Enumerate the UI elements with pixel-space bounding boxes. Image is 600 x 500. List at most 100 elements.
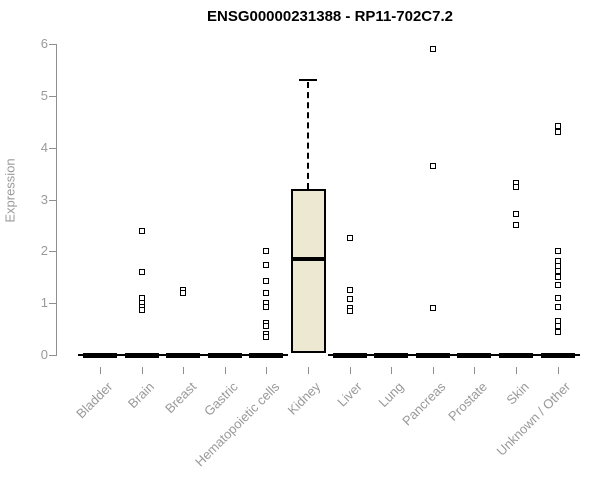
outlier-point xyxy=(180,290,187,297)
boxplot-upper-whisker xyxy=(307,82,309,190)
outlier-point xyxy=(263,289,270,296)
x-axis-tick-label: Lung xyxy=(375,379,407,411)
x-axis-tick xyxy=(266,367,268,374)
collapsed-box-dash xyxy=(457,353,492,358)
x-axis-tick-label: Pancreas xyxy=(398,379,449,429)
boxplot-box xyxy=(290,189,326,354)
x-axis-tick xyxy=(516,367,517,374)
outlier-point xyxy=(554,294,561,301)
y-axis-tick-label: 6 xyxy=(40,36,48,52)
x-axis-tick-label: Brain xyxy=(125,379,158,412)
collapsed-whisker-cap-right xyxy=(574,354,580,356)
outlier-point xyxy=(554,317,561,324)
x-axis-tick-label: Kidney xyxy=(284,379,324,418)
outlier-point xyxy=(346,308,353,315)
collapsed-box-dash xyxy=(207,353,242,358)
collapsed-box-dash xyxy=(249,353,284,358)
outlier-point xyxy=(554,122,561,129)
outlier-point xyxy=(429,46,436,53)
outlier-point xyxy=(554,303,561,310)
collapsed-whisker-cap-left xyxy=(244,354,250,356)
collapsed-whisker-cap-left xyxy=(161,354,167,356)
collapsed-box-dash xyxy=(83,353,117,358)
y-axis-line xyxy=(56,44,57,356)
outlier-point xyxy=(429,305,436,312)
collapsed-whisker-cap-right xyxy=(533,354,538,356)
outlier-point xyxy=(554,323,561,330)
outlier-point xyxy=(513,183,519,190)
collapsed-whisker-cap-left xyxy=(410,354,416,356)
y-axis-tick-label: 0 xyxy=(40,347,48,362)
outlier-point xyxy=(263,334,270,341)
outlier-point xyxy=(138,227,145,234)
x-axis-tick xyxy=(308,367,309,374)
outlier-point xyxy=(138,307,145,314)
collapsed-box-dash xyxy=(124,353,159,358)
x-axis-tick-label: Prostate xyxy=(445,379,491,424)
y-axis-tick xyxy=(49,44,56,46)
outlier-point xyxy=(429,162,436,169)
outlier-point xyxy=(346,287,353,294)
collapsed-box-dash xyxy=(332,353,367,358)
x-axis-tick xyxy=(391,367,393,374)
x-axis-tick xyxy=(557,367,559,374)
outlier-point xyxy=(346,296,353,303)
boxplot-median xyxy=(290,257,326,262)
collapsed-whisker-cap-right xyxy=(117,354,122,356)
collapsed-whisker-cap-left xyxy=(535,354,541,356)
x-axis-tick-label: Unknown / Other xyxy=(493,379,574,459)
collapsed-whisker-cap-right xyxy=(200,354,206,356)
collapsed-box-dash xyxy=(415,353,450,358)
outlier-point xyxy=(263,278,270,285)
collapsed-whisker-cap-right xyxy=(449,354,455,356)
collapsed-box-dash xyxy=(166,353,201,358)
outlier-point xyxy=(346,235,353,242)
x-axis-tick-label: Liver xyxy=(334,379,366,410)
outlier-point xyxy=(263,262,270,269)
collapsed-whisker-cap-right xyxy=(241,354,247,356)
collapsed-box-dash xyxy=(540,353,575,358)
y-axis-tick xyxy=(49,199,56,201)
x-axis-tick-label: Skin xyxy=(503,379,532,408)
outlier-point xyxy=(263,303,270,310)
collapsed-whisker-cap-right xyxy=(491,354,497,356)
collapsed-whisker-cap-right xyxy=(408,354,414,356)
collapsed-whisker-cap-right xyxy=(283,354,289,356)
y-axis-tick-label: 2 xyxy=(40,243,48,259)
y-axis-tick xyxy=(49,303,56,305)
y-axis-tick-label: 5 xyxy=(40,87,48,103)
boxplot-upper-whisker-cap xyxy=(299,79,317,82)
x-axis-tick-label: Breast xyxy=(161,379,199,417)
collapsed-box-dash xyxy=(374,353,409,358)
y-axis-tick xyxy=(49,355,56,356)
collapsed-whisker-cap-left xyxy=(327,354,333,356)
y-axis-tick-label: 4 xyxy=(40,139,48,155)
outlier-point xyxy=(513,211,519,218)
collapsed-whisker-cap-left xyxy=(369,354,375,356)
y-axis-tick xyxy=(49,147,56,149)
collapsed-box-dash xyxy=(499,353,533,358)
x-axis-tick xyxy=(349,367,351,374)
collapsed-whisker-cap-left xyxy=(452,354,458,356)
collapsed-whisker-cap-left xyxy=(494,354,499,356)
x-axis-tick xyxy=(432,367,434,374)
x-axis-tick-label: Bladder xyxy=(73,379,116,422)
y-axis-tick-label: 1 xyxy=(40,295,48,311)
x-axis-tick xyxy=(183,367,185,374)
collapsed-whisker-cap-left xyxy=(202,354,208,356)
x-axis-tick-label: Gastric xyxy=(200,379,241,419)
x-axis-tick xyxy=(100,367,101,374)
outlier-point xyxy=(513,222,519,229)
outlier-point xyxy=(263,322,270,329)
y-axis-tick xyxy=(49,251,56,253)
outlier-point xyxy=(138,269,145,276)
collapsed-whisker-cap-left xyxy=(78,354,83,356)
y-axis-tick-label: 3 xyxy=(40,191,48,207)
x-axis-tick xyxy=(141,367,143,374)
y-axis-tick xyxy=(49,95,56,97)
y-axis-title: Expression xyxy=(2,158,18,223)
x-axis-tick xyxy=(474,367,476,374)
collapsed-whisker-cap-right xyxy=(158,354,164,356)
collapsed-whisker-cap-left xyxy=(119,354,125,356)
